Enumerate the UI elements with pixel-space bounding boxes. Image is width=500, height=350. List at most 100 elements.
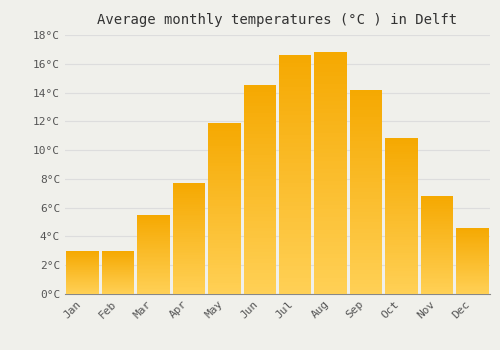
Bar <box>208 257 240 260</box>
Bar <box>66 286 99 287</box>
Bar <box>420 229 453 230</box>
Bar <box>350 198 382 202</box>
Bar <box>420 256 453 258</box>
Bar <box>456 244 488 245</box>
Bar <box>420 235 453 237</box>
Bar <box>66 282 99 283</box>
Bar <box>314 189 347 193</box>
Bar <box>172 212 206 215</box>
Bar <box>208 277 240 280</box>
Bar <box>137 249 170 251</box>
Bar <box>350 96 382 100</box>
Bar <box>350 229 382 233</box>
Bar <box>279 250 312 254</box>
Bar <box>66 281 99 282</box>
Bar <box>102 255 134 256</box>
Bar <box>172 292 206 294</box>
Bar <box>314 177 347 181</box>
Bar <box>420 261 453 263</box>
Bar <box>66 260 99 261</box>
Bar <box>208 217 240 220</box>
Bar <box>350 192 382 195</box>
Bar <box>350 141 382 144</box>
Bar <box>456 289 488 291</box>
Bar <box>137 243 170 244</box>
Bar <box>456 270 488 271</box>
Bar <box>244 99 276 103</box>
Bar <box>137 261 170 262</box>
Bar <box>350 243 382 246</box>
Bar <box>102 289 134 290</box>
Bar <box>66 288 99 289</box>
Bar <box>244 280 276 284</box>
Bar <box>244 235 276 238</box>
Bar <box>172 228 206 229</box>
Bar <box>279 270 312 274</box>
Bar <box>456 273 488 274</box>
Bar <box>208 134 240 137</box>
Bar <box>279 111 312 115</box>
Bar <box>137 234 170 236</box>
Bar <box>350 154 382 158</box>
Bar <box>279 194 312 198</box>
Bar <box>244 276 276 280</box>
Bar <box>420 292 453 294</box>
Bar <box>350 144 382 148</box>
Bar <box>66 275 99 276</box>
Bar <box>137 287 170 289</box>
Bar <box>137 237 170 239</box>
Bar <box>208 191 240 194</box>
Bar <box>66 289 99 290</box>
Bar <box>314 258 347 262</box>
Bar <box>102 279 134 280</box>
Bar <box>385 208 418 211</box>
Bar <box>208 197 240 200</box>
Bar <box>244 238 276 242</box>
Bar <box>350 127 382 131</box>
Bar <box>385 198 418 201</box>
Bar <box>102 267 134 268</box>
Bar <box>137 257 170 258</box>
Bar <box>314 201 347 205</box>
Bar <box>244 252 276 256</box>
Bar <box>208 237 240 240</box>
Bar <box>172 248 206 250</box>
Bar <box>102 292 134 293</box>
Bar <box>279 131 312 135</box>
Bar <box>350 90 382 93</box>
Bar <box>279 167 312 170</box>
Bar <box>244 217 276 221</box>
Bar <box>244 196 276 200</box>
Bar <box>350 250 382 253</box>
Bar <box>456 261 488 262</box>
Bar <box>456 239 488 240</box>
Bar <box>172 220 206 222</box>
Bar <box>279 226 312 230</box>
Bar <box>244 138 276 141</box>
Bar <box>102 266 134 267</box>
Bar <box>314 209 347 214</box>
Bar <box>314 72 347 76</box>
Bar <box>420 199 453 201</box>
Bar <box>420 281 453 282</box>
Bar <box>314 193 347 197</box>
Bar <box>172 237 206 239</box>
Bar <box>208 146 240 148</box>
Bar <box>208 131 240 134</box>
Bar <box>385 167 418 170</box>
Bar <box>420 211 453 212</box>
Bar <box>420 241 453 244</box>
Bar <box>385 211 418 214</box>
Bar <box>350 113 382 117</box>
Bar <box>66 270 99 271</box>
Bar <box>314 245 347 250</box>
Bar <box>137 265 170 266</box>
Bar <box>208 122 240 126</box>
Bar <box>456 272 488 273</box>
Bar <box>350 158 382 161</box>
Bar <box>208 168 240 171</box>
Bar <box>420 268 453 270</box>
Bar <box>385 289 418 292</box>
Bar <box>102 254 134 255</box>
Bar <box>172 216 206 218</box>
